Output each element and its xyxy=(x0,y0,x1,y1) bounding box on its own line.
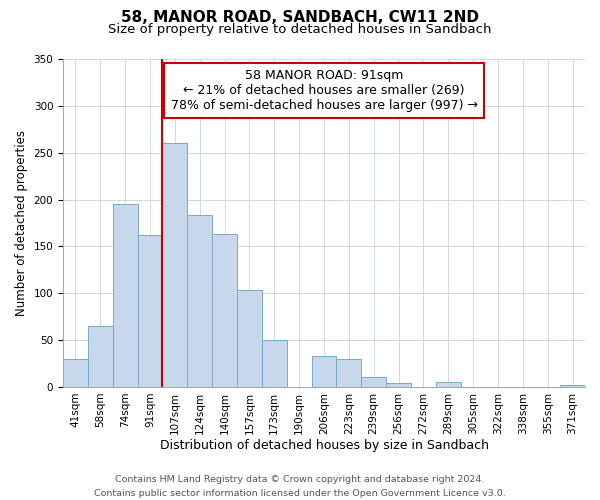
Text: Contains HM Land Registry data © Crown copyright and database right 2024.
Contai: Contains HM Land Registry data © Crown c… xyxy=(94,476,506,498)
Bar xyxy=(163,144,187,387)
Bar xyxy=(361,376,386,387)
Text: Size of property relative to detached houses in Sandbach: Size of property relative to detached ho… xyxy=(108,22,492,36)
Bar xyxy=(337,359,361,387)
Bar xyxy=(212,234,237,387)
Bar xyxy=(311,356,337,387)
Text: 58 MANOR ROAD: 91sqm
← 21% of detached houses are smaller (269)
78% of semi-deta: 58 MANOR ROAD: 91sqm ← 21% of detached h… xyxy=(170,69,478,112)
Bar xyxy=(436,382,461,387)
Bar xyxy=(88,326,113,387)
Bar xyxy=(237,290,262,387)
Bar xyxy=(113,204,137,387)
Bar xyxy=(560,385,585,387)
Y-axis label: Number of detached properties: Number of detached properties xyxy=(15,130,28,316)
Bar xyxy=(262,340,287,387)
X-axis label: Distribution of detached houses by size in Sandbach: Distribution of detached houses by size … xyxy=(160,440,488,452)
Text: 58, MANOR ROAD, SANDBACH, CW11 2ND: 58, MANOR ROAD, SANDBACH, CW11 2ND xyxy=(121,10,479,25)
Bar xyxy=(386,383,411,387)
Bar xyxy=(187,214,212,387)
Bar xyxy=(137,235,163,387)
Bar xyxy=(63,359,88,387)
